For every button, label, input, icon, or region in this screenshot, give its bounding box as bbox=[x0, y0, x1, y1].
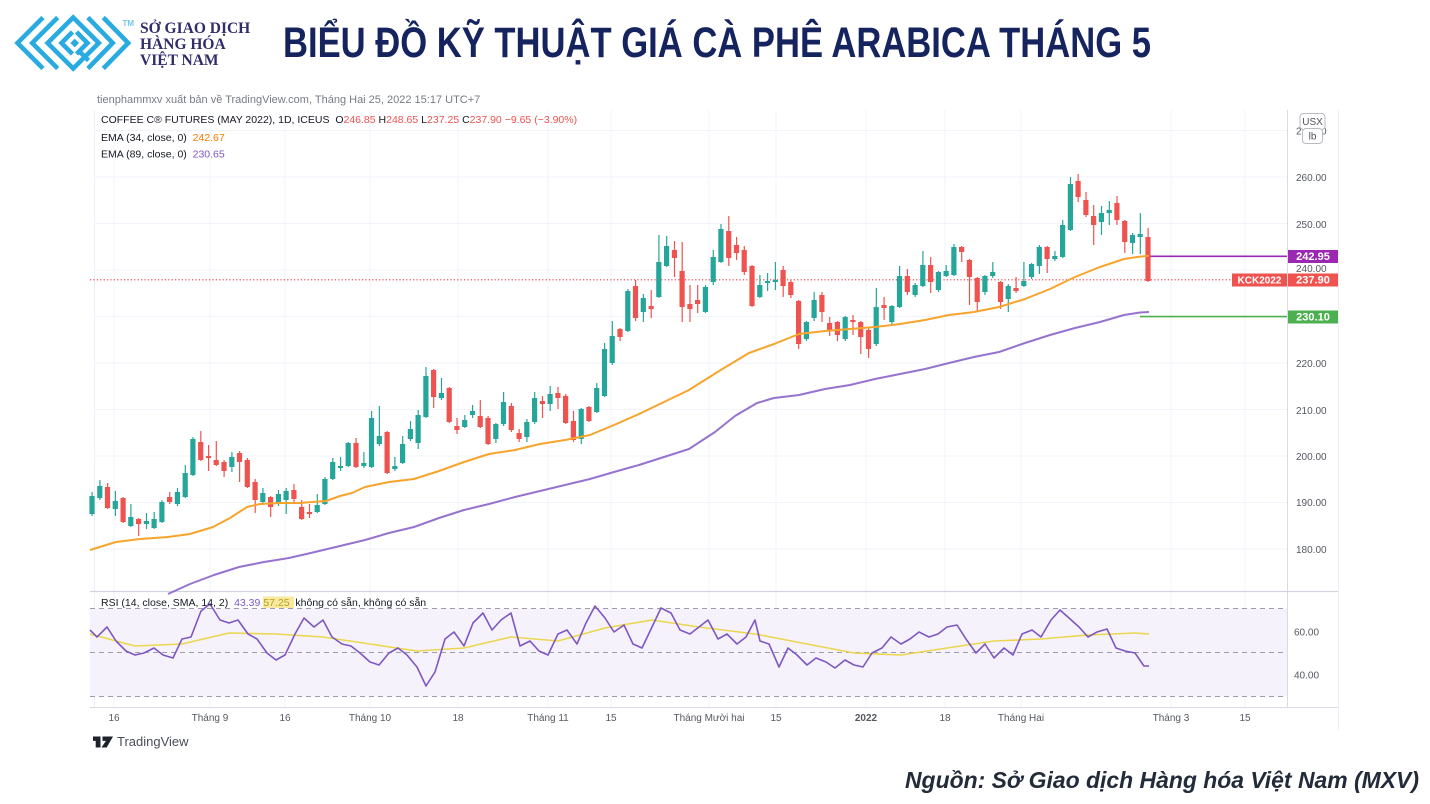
svg-text:Tháng Mười hai: Tháng Mười hai bbox=[673, 713, 744, 724]
svg-text:237.90: 237.90 bbox=[1296, 275, 1330, 287]
svg-text:RSI (14, close, SMA, 14, 2) 4: RSI (14, close, SMA, 14, 2) 43.39 57.25 … bbox=[101, 596, 426, 609]
svg-text:HÀNG HÓA: HÀNG HÓA bbox=[140, 36, 226, 53]
svg-text:tienphammxv xuất bản về Tradin: tienphammxv xuất bản về TradingView.com,… bbox=[97, 94, 480, 106]
svg-text:EMA (89, close, 0) 230.65: EMA (89, close, 0) 230.65 bbox=[101, 149, 225, 161]
svg-text:Tháng Hai: Tháng Hai bbox=[998, 713, 1044, 724]
svg-text:Tháng 11: Tháng 11 bbox=[527, 713, 569, 724]
svg-text:Tháng 9: Tháng 9 bbox=[192, 713, 229, 724]
svg-text:230.10: 230.10 bbox=[1296, 312, 1330, 324]
svg-text:lb: lb bbox=[1309, 132, 1317, 143]
svg-text:16: 16 bbox=[108, 713, 120, 724]
svg-text:Tháng 3: Tháng 3 bbox=[1153, 713, 1190, 724]
svg-text:180.00: 180.00 bbox=[1296, 545, 1327, 556]
svg-text:18: 18 bbox=[452, 713, 464, 724]
svg-text:15: 15 bbox=[605, 713, 617, 724]
svg-text:USX: USX bbox=[1302, 117, 1323, 128]
svg-text:Tháng 10: Tháng 10 bbox=[349, 713, 392, 724]
svg-text:COFFEE C® FUTURES (MAY 2022),: COFFEE C® FUTURES (MAY 2022), 1D, ICEUS … bbox=[101, 114, 577, 126]
svg-text:15: 15 bbox=[1239, 713, 1251, 724]
svg-text:18: 18 bbox=[939, 713, 951, 724]
svg-text:SỞ GIAO DỊCH: SỞ GIAO DỊCH bbox=[140, 20, 250, 37]
svg-text:60.00: 60.00 bbox=[1294, 628, 1319, 639]
svg-text:TradingView: TradingView bbox=[117, 734, 189, 749]
svg-text:Nguồn: Sở Giao dịch Hàng hóa V: Nguồn: Sở Giao dịch Hàng hóa Việt Nam (M… bbox=[905, 767, 1419, 793]
svg-text:TM: TM bbox=[123, 19, 135, 28]
svg-text:200.00: 200.00 bbox=[1296, 452, 1327, 463]
svg-text:210.00: 210.00 bbox=[1296, 406, 1327, 417]
svg-text:EMA (34, close, 0) 242.67: EMA (34, close, 0) 242.67 bbox=[101, 132, 225, 144]
svg-text:190.00: 190.00 bbox=[1296, 498, 1327, 509]
svg-text:240.00: 240.00 bbox=[1296, 264, 1327, 275]
svg-text:15: 15 bbox=[770, 713, 782, 724]
svg-text:242.95: 242.95 bbox=[1296, 251, 1330, 263]
svg-text:KCK2022: KCK2022 bbox=[1238, 276, 1282, 287]
svg-text:260.00: 260.00 bbox=[1296, 173, 1327, 184]
svg-text:VIỆT NAM: VIỆT NAM bbox=[140, 52, 219, 69]
svg-text:16: 16 bbox=[279, 713, 291, 724]
svg-text:BIỂU ĐỒ KỸ THUẬT GIÁ CÀ PHÊ AR: BIỂU ĐỒ KỸ THUẬT GIÁ CÀ PHÊ ARABICA THÁN… bbox=[283, 18, 1151, 67]
svg-text:220.00: 220.00 bbox=[1296, 359, 1327, 370]
svg-text:40.00: 40.00 bbox=[1294, 671, 1319, 682]
svg-text:2022: 2022 bbox=[855, 713, 878, 724]
svg-text:250.00: 250.00 bbox=[1296, 220, 1327, 231]
